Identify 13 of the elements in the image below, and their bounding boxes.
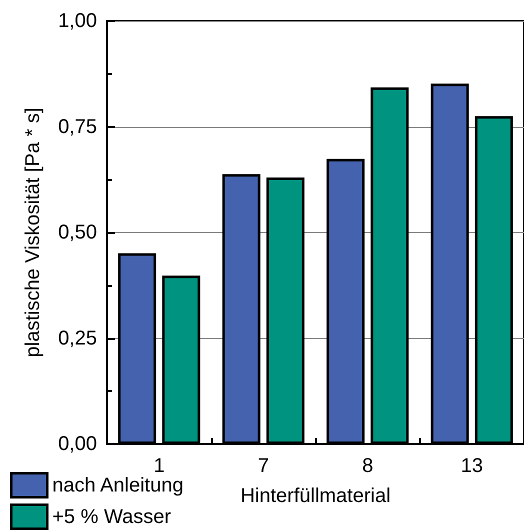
y-tick-label: 0,75 [58,116,97,138]
y-axis-title: plastische Viskosität [Pa * s] [22,108,44,358]
x-tick-label: 13 [460,455,483,477]
y-tick-label: 0,00 [58,433,97,455]
y-tick-label: 0,25 [58,327,97,350]
x-axis-title: Hinterfüllmaterial [240,485,391,507]
legend-label: +5 % Wasser [52,506,172,528]
x-tick-label: 1 [154,455,165,477]
x-tick-label: 8 [362,455,374,477]
x-tick-label: 7 [258,455,269,477]
y-tick-label: 1,00 [58,10,97,32]
legend-label: nach Anleitung [52,474,184,496]
y-tick-label: 0,50 [58,222,97,244]
